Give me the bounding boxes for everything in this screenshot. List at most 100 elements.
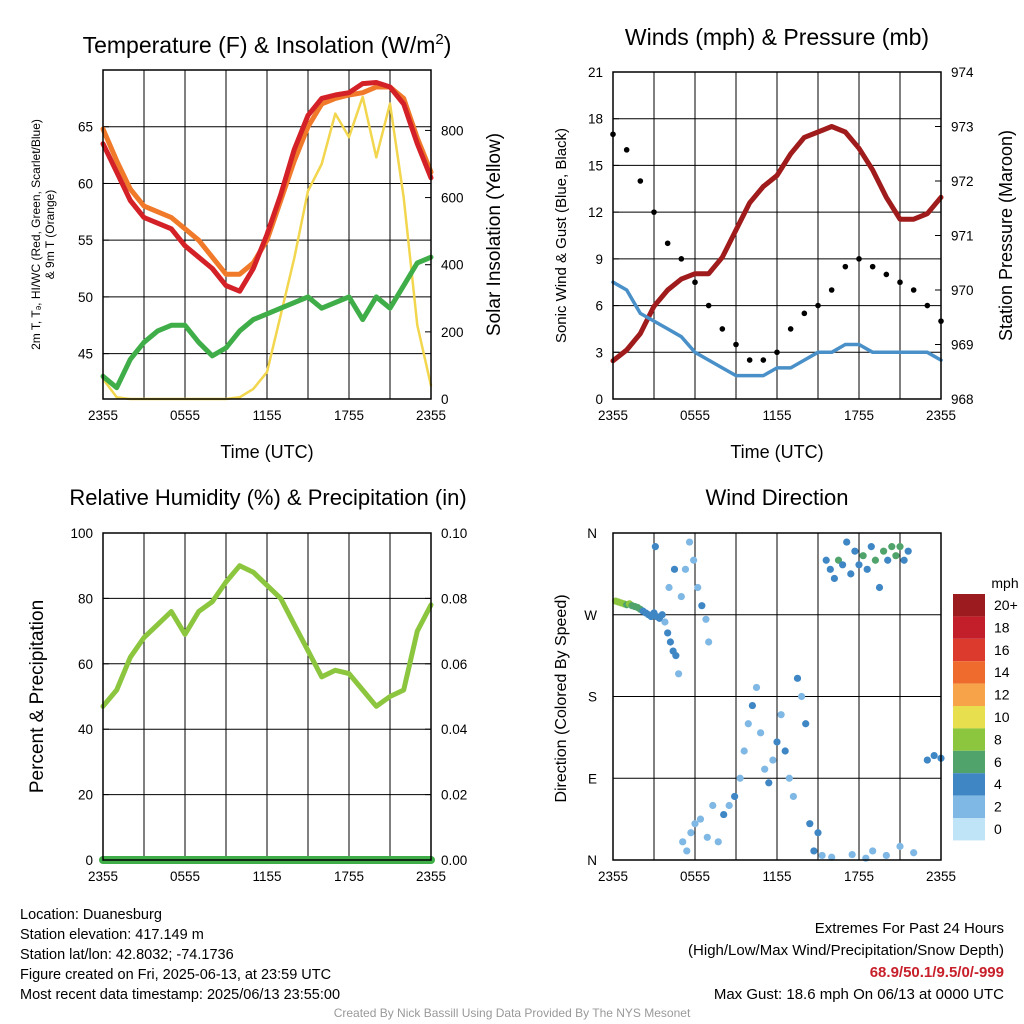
direction-point — [664, 629, 672, 637]
gust-point — [623, 147, 630, 153]
x-tick-label: 2355 — [416, 869, 446, 884]
y-tick-label: N — [587, 853, 597, 868]
direction-point — [875, 583, 884, 592]
direction-point — [896, 543, 904, 551]
y-right-axis-label: Station Pressure (Maroon) — [996, 130, 1016, 341]
direction-point — [904, 547, 912, 555]
legend-label: 14 — [994, 664, 1010, 680]
direction-point — [694, 583, 702, 592]
direction-point — [781, 747, 789, 755]
gust-point — [856, 256, 862, 262]
chart-title: Temperature (F) & Insolation (W/m2) — [83, 31, 452, 58]
direction-point — [930, 751, 938, 760]
direction-point — [703, 833, 711, 841]
legend-label: 2 — [994, 799, 1002, 815]
series-line-pressure — [610, 124, 944, 364]
direction-point — [690, 556, 698, 564]
chart-title: Winds (mph) & Pressure (mb) — [625, 24, 929, 50]
station-info: Location: Duanesburg Station elevation: … — [20, 905, 340, 1005]
direction-point — [880, 547, 888, 555]
x-tick-label: 1155 — [762, 869, 791, 884]
x-tick-label: 2355 — [598, 408, 628, 423]
direction-point — [651, 543, 659, 551]
y-tick-label: 12 — [588, 205, 603, 220]
x-tick-label: 1155 — [252, 869, 281, 884]
x-tick-label: 0555 — [170, 408, 200, 423]
y-tick-label: 50 — [78, 290, 93, 305]
winds-chart: 0 3 6 9 12 15 18 21 968 969 970 971 972 973 974 2355 055… — [553, 24, 1016, 462]
legend-swatch — [953, 818, 985, 841]
x-tick-label: 1755 — [844, 408, 874, 423]
gust-point — [815, 302, 821, 309]
direction-point — [806, 820, 814, 828]
humidity-chart: 0 20 40 60 80 100 0.00 0.02 0.04 0.06 0.08 0.10 2355… — [27, 485, 468, 884]
y-tick-label: 55 — [78, 233, 93, 248]
gust-point — [869, 263, 876, 270]
direction-point — [748, 701, 757, 710]
direction-point — [683, 847, 691, 855]
x-axis-label: Time (UTC) — [730, 442, 823, 462]
y-right-tick-label: 800 — [441, 123, 464, 138]
direction-point — [665, 583, 673, 592]
direction-point — [698, 602, 706, 610]
direction-point — [839, 561, 847, 569]
direction-point — [851, 547, 859, 555]
y-right-tick-label: 600 — [441, 191, 464, 206]
legend-swatch — [953, 706, 985, 729]
max-gust-text: Max Gust: 18.6 mph On 06/13 at 0000 UTC — [713, 986, 1004, 1003]
location-text: Location: Duanesburg — [20, 907, 162, 923]
direction-point — [761, 765, 769, 773]
y-right-tick-label: 200 — [441, 325, 464, 340]
x-tick-label: 0555 — [680, 408, 710, 423]
y-right-tick-label: 0.02 — [441, 788, 467, 803]
direction-point — [661, 618, 669, 626]
y-tick-label: 45 — [78, 347, 93, 362]
direction-point — [685, 538, 694, 546]
gust-point — [678, 256, 685, 262]
gust-point — [897, 279, 903, 286]
plot-frame-3 — [102, 532, 432, 861]
y-right-tick-label: 0.06 — [441, 657, 467, 672]
credit-text: Created By Nick Bassill Using Data Provi… — [333, 1006, 691, 1020]
direction-point — [773, 738, 781, 746]
direction-point — [863, 565, 871, 573]
gust-point — [842, 263, 849, 270]
legend-swatch — [953, 750, 985, 774]
chart-title: Wind Direction — [705, 485, 848, 510]
x-tick-label: 1155 — [252, 408, 281, 423]
legend-swatch — [953, 616, 985, 639]
gust-point — [924, 302, 931, 309]
gust-point — [801, 310, 808, 317]
direction-point — [785, 774, 793, 782]
direction-point — [793, 674, 802, 682]
direction-point — [675, 670, 683, 678]
x-tick-label: 1755 — [334, 869, 364, 884]
direction-point — [705, 638, 713, 646]
legend-label: 6 — [994, 754, 1002, 770]
direction-point — [896, 842, 904, 850]
plot-frame-4 — [612, 532, 942, 861]
direction-point — [859, 552, 867, 560]
direction-point — [900, 556, 908, 564]
x-tick-label: 1755 — [844, 869, 874, 884]
legend-swatch — [953, 683, 985, 706]
chart-title: Relative Humidity (%) & Precipitation (i… — [69, 485, 466, 510]
temperature-chart: 45 50 55 60 65 0 200 400 600 800 2355 0555 1155 1755 2… — [29, 31, 505, 462]
direction-point — [740, 747, 748, 755]
series-line-td — [100, 254, 434, 391]
gust-point — [664, 240, 671, 247]
gust-point — [746, 357, 753, 363]
y-right-tick-label: 0.04 — [441, 722, 468, 737]
y-tick-label: 21 — [588, 65, 603, 80]
y-right-tick-label: 969 — [951, 338, 974, 353]
direction-point — [769, 756, 777, 764]
series-line-2m-t — [100, 80, 434, 294]
y-tick-label: E — [588, 771, 597, 786]
x-tick-label: 0555 — [170, 869, 200, 884]
direction-point — [888, 543, 896, 551]
x-tick-label: 0555 — [680, 869, 710, 884]
x-tick-label: 2355 — [598, 869, 628, 884]
x-axis-label: Time (UTC) — [220, 442, 313, 462]
